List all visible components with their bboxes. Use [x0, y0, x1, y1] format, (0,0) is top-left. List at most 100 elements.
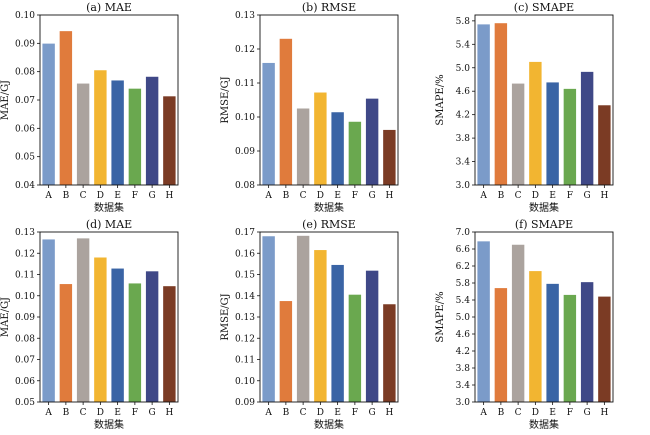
chart-panel-1: (b) RMSE A B C D E F G H 0.08 0.09 0.10 0.11 0.12 0.13…: [220, 1, 399, 214]
bar-G: [145, 76, 159, 185]
y-tick-label: 3.0: [456, 398, 471, 408]
x-axis-label: 数据集: [314, 418, 344, 431]
bar-F: [563, 294, 577, 402]
x-axis-label: 数据集: [94, 201, 124, 214]
x-axis-label: 数据集: [529, 418, 559, 431]
x-tick-label: A: [264, 191, 272, 201]
y-tick-label: 0.15: [235, 271, 255, 281]
x-tick-label: G: [584, 191, 591, 201]
bar-E: [331, 264, 344, 402]
y-tick-label: 6.2: [456, 262, 470, 272]
chart-panel-2: (c) SMAPE A B C D E F G H 3.0 3.4 3.8 4.2 4.6 5.0 5.4 5.…: [435, 1, 614, 214]
x-axis-label: 数据集: [94, 418, 124, 431]
bar-B: [494, 288, 508, 402]
y-tick-label: 0.11: [235, 79, 255, 89]
y-tick-label: 0.14: [235, 292, 255, 302]
y-tick-label: 0.12: [235, 45, 255, 55]
y-axis-label: SMAPE/%: [435, 291, 446, 342]
bar-H: [163, 286, 176, 402]
y-tick-label: 0.07: [15, 96, 35, 106]
bar-B: [59, 284, 73, 402]
y-axis-label: MAE/GJ: [0, 80, 11, 120]
bar-H: [383, 129, 396, 185]
y-tick-label: 0.16: [235, 249, 255, 259]
bar-G: [580, 71, 594, 185]
x-tick-label: F: [352, 191, 358, 201]
x-tick-label: A: [479, 191, 487, 201]
x-tick-label: H: [385, 191, 393, 201]
bar-H: [163, 96, 176, 185]
bar-F: [128, 88, 142, 185]
x-tick-label: G: [149, 408, 156, 418]
bar-C: [511, 83, 525, 185]
bar-H: [598, 105, 611, 185]
bar-A: [477, 24, 490, 186]
y-tick-label: 0.09: [235, 147, 255, 157]
y-tick-label: 5.0: [456, 64, 471, 74]
x-tick-label: G: [149, 191, 156, 201]
x-tick-label: H: [165, 408, 173, 418]
x-tick-label: F: [352, 408, 358, 418]
x-tick-label: G: [369, 408, 376, 418]
x-tick-label: C: [515, 191, 522, 201]
x-tick-label: D: [532, 191, 539, 201]
x-tick-label: B: [498, 191, 505, 201]
y-tick-label: 0.06: [15, 124, 35, 134]
y-tick-label: 3.0: [456, 181, 471, 191]
y-tick-label: 3.8: [456, 134, 471, 144]
bar-A: [262, 236, 275, 402]
y-tick-label: 0.10: [15, 292, 35, 302]
chart-title: (f) SMAPE: [515, 218, 573, 231]
plot-frame: [259, 231, 399, 403]
bar-G: [365, 270, 379, 402]
x-tick-label: D: [317, 191, 324, 201]
y-tick-label: 0.09: [15, 39, 35, 49]
chart-panel-5: (f) SMAPE A B C D E F G H 3.0 3.4 3.8 4.2 4.6 5.0 5.4 5.…: [435, 218, 614, 431]
y-tick-label: 0.10: [235, 377, 255, 387]
y-tick-label: 6.6: [456, 245, 471, 255]
chart-title: (a) MAE: [86, 1, 132, 14]
plot-frame: [39, 14, 179, 186]
y-tick-label: 0.13: [235, 313, 255, 323]
x-tick-label: A: [264, 408, 272, 418]
x-tick-label: D: [317, 408, 324, 418]
bar-A: [477, 241, 490, 402]
bar-G: [365, 98, 379, 185]
y-tick-label: 4.6: [456, 87, 471, 97]
x-tick-label: C: [300, 408, 307, 418]
bar-C: [296, 108, 310, 185]
y-tick-label: 7.0: [456, 228, 471, 238]
x-tick-label: C: [515, 408, 522, 418]
x-tick-label: B: [283, 191, 290, 201]
chart-panel-0: (a) MAE A B C D E F G H 0.04 0.05 0.06 0.07 0.08 0.09 0…: [0, 1, 179, 214]
y-tick-label: 0.08: [15, 334, 35, 344]
x-axis-label: 数据集: [529, 201, 559, 214]
y-tick-label: 0.09: [235, 398, 255, 408]
x-tick-label: E: [114, 191, 121, 201]
x-tick-label: B: [283, 408, 290, 418]
y-tick-label: 0.11: [235, 356, 255, 366]
x-tick-label: G: [584, 408, 591, 418]
x-tick-label: B: [63, 408, 70, 418]
bar-F: [348, 121, 362, 185]
bar-H: [383, 304, 396, 402]
bar-D: [529, 61, 542, 185]
x-tick-label: A: [479, 408, 487, 418]
bar-C: [511, 244, 525, 402]
bar-C: [76, 83, 90, 185]
y-tick-label: 0.07: [15, 356, 35, 366]
y-tick-label: 5.8: [456, 17, 471, 27]
bar-D: [314, 92, 327, 185]
x-tick-label: D: [532, 408, 539, 418]
x-tick-label: E: [334, 191, 341, 201]
bar-D: [94, 257, 107, 402]
y-tick-label: 5.4: [456, 296, 471, 306]
chart-panel-4: (e) RMSE A B C D E F G H 0.09 0.10 0.11 0.12 0.13 0.14…: [220, 218, 399, 431]
y-tick-label: 3.4: [456, 158, 471, 168]
y-tick-label: 0.12: [235, 334, 255, 344]
chart-panel-3: (d) MAE A B C D E F G H 0.05 0.06 0.07 0.08 0.09 0.10 0…: [0, 218, 179, 431]
x-tick-label: C: [300, 191, 307, 201]
bar-B: [59, 31, 73, 186]
y-axis-label: RMSE/GJ: [220, 293, 231, 340]
